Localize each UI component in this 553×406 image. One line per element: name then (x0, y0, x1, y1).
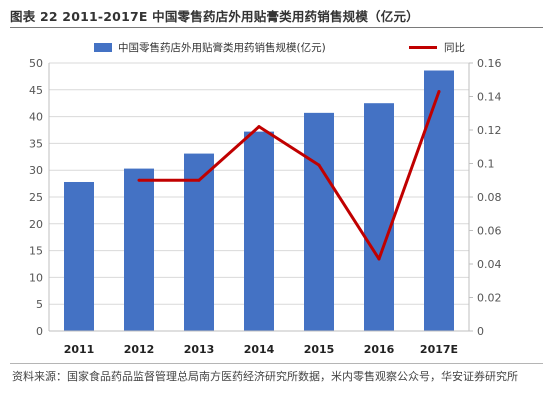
y-left-tick-label: 5 (36, 298, 43, 311)
x-tick-label: 2016 (364, 343, 395, 356)
chart-title: 图表 22 2011-2017E 中国零售药店外用贴膏类用药销售规模（亿元） (10, 9, 419, 24)
y-right-tick-label: 0.1 (477, 158, 495, 171)
legend-swatch-bar (94, 43, 112, 52)
y-right-tick-label: 0.12 (477, 124, 502, 137)
y-left-tick-label: 20 (29, 218, 43, 231)
x-tick-label: 2011 (64, 343, 95, 356)
yoy-point (257, 125, 261, 129)
axes: 0 5 10 15 20 25 30 35 40 45 50 0 0.02 0.04 0.06 0.08 0.1… (29, 57, 502, 356)
y-left-tick-label: 30 (29, 164, 43, 177)
legend-label-line: 同比 (444, 41, 465, 54)
bar (64, 181, 94, 331)
yoy-point (137, 178, 141, 182)
y-right-tick-label: 0.04 (477, 258, 502, 271)
y-left-tick-label: 25 (29, 191, 43, 204)
bar-series (64, 70, 454, 332)
yoy-point (317, 163, 321, 167)
bar (424, 70, 454, 331)
x-tick-label: 2013 (184, 343, 215, 356)
y-left-tick-label: 15 (29, 245, 43, 258)
yoy-point (437, 89, 441, 93)
x-tick-label: 2017E (420, 343, 458, 356)
y-right-tick-label: 0.08 (477, 191, 502, 204)
legend: 中国零售药店外用贴膏类用药销售规模(亿元) 同比 (94, 41, 465, 54)
x-tick-label: 2012 (124, 343, 155, 356)
y-right-tick-label: 0.16 (477, 57, 502, 70)
y-left-tick-label: 10 (29, 271, 43, 284)
y-right-tick-label: 0.02 (477, 292, 502, 305)
bar (244, 131, 274, 331)
y-left-tick-label: 0 (36, 325, 43, 338)
y-left-tick-label: 40 (29, 111, 43, 124)
yoy-line (139, 90, 441, 261)
y-left-tick-label: 50 (29, 57, 43, 70)
y-left-tick-label: 35 (29, 137, 43, 150)
y-left-tick-label: 45 (29, 84, 43, 97)
bar (124, 168, 154, 331)
source-note: 资料来源：国家食品药品监督管理总局南方医药经济研究所数据，米内零售观察公众号，华… (12, 370, 518, 383)
legend-label-bar: 中国零售药店外用贴膏类用药销售规模(亿元) (118, 41, 326, 54)
y-right-tick-label: 0.06 (477, 225, 502, 238)
yoy-point (197, 178, 201, 182)
x-tick-label: 2015 (304, 343, 335, 356)
bar (184, 153, 214, 331)
bar (304, 112, 334, 332)
line-series (137, 89, 441, 261)
source-divider (10, 363, 543, 364)
title-divider (10, 27, 543, 28)
bar (364, 103, 394, 331)
x-tick-label: 2014 (244, 343, 275, 356)
yoy-point (377, 257, 381, 261)
y-right-tick-label: 0 (477, 325, 484, 338)
y-right-tick-label: 0.14 (477, 91, 502, 104)
